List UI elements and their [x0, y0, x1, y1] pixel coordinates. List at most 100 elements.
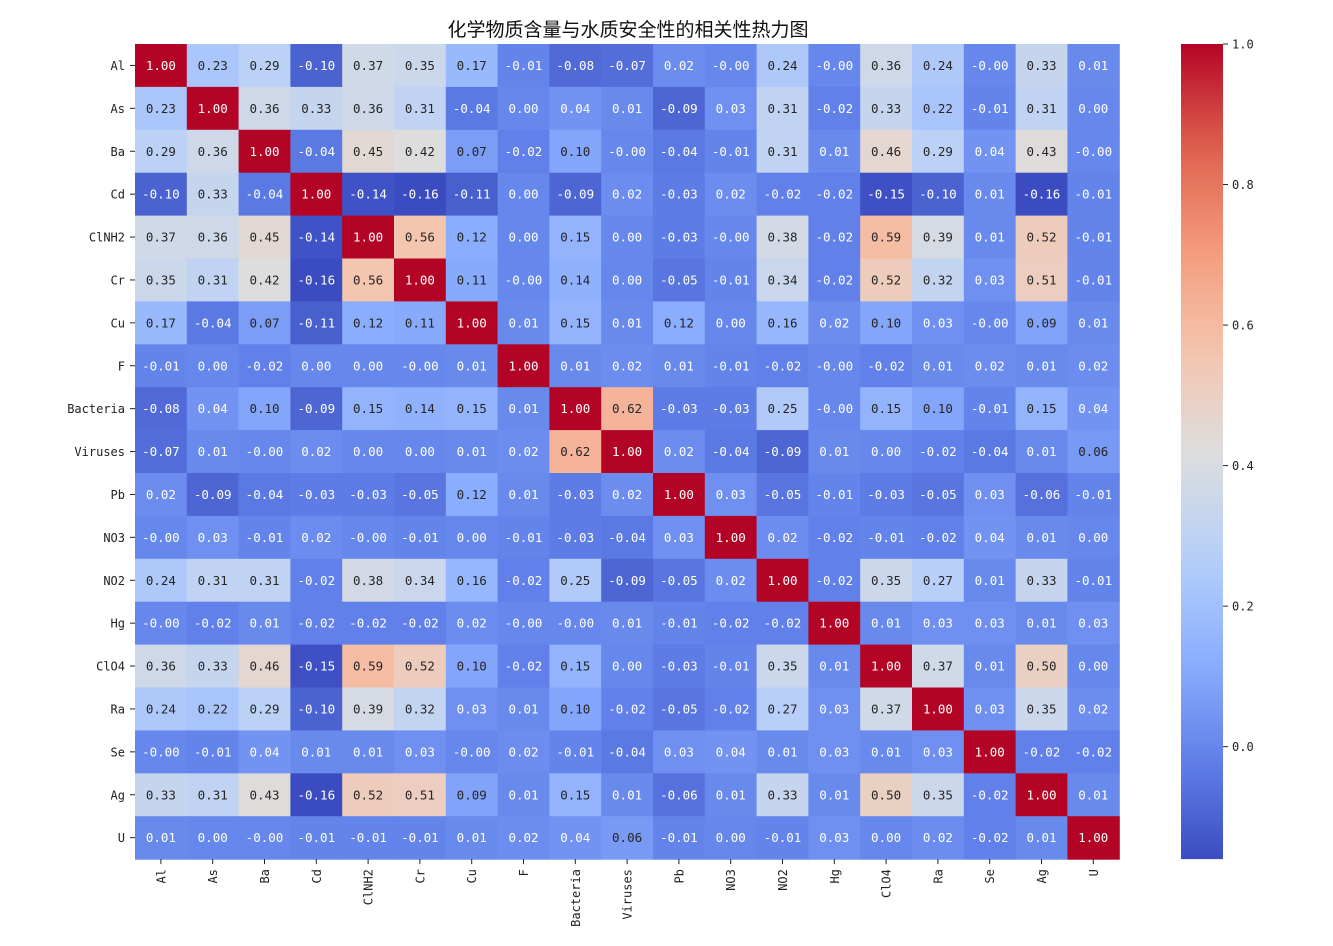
heatmap-cell-value: 0.02	[716, 187, 746, 202]
heatmap-cell-value: 0.34	[767, 272, 797, 287]
heatmap-cell	[394, 44, 447, 88]
heatmap-cell	[549, 773, 602, 817]
heatmap-cell	[860, 816, 913, 860]
heatmap-cell	[808, 601, 861, 646]
heatmap-cell	[963, 601, 1017, 646]
heatmap-cell-value: -0.10	[297, 58, 335, 73]
heatmap-cell-value: 0.17	[457, 58, 487, 73]
heatmap-cell-value: 0.01	[975, 573, 1005, 588]
heatmap-cell-value: 0.15	[560, 315, 590, 330]
heatmap-cell	[808, 258, 861, 302]
heatmap-cell	[756, 558, 809, 603]
heatmap-cell-value: -0.05	[660, 272, 698, 287]
heatmap-cell-value: -0.01	[1074, 487, 1112, 502]
heatmap-cell	[704, 301, 758, 345]
heatmap-cell-value: 0.02	[508, 830, 538, 845]
heatmap-cell-value: 0.01	[1078, 787, 1108, 802]
heatmap-cell-value: 0.01	[508, 487, 538, 502]
heatmap-cell	[549, 644, 602, 689]
heatmap-cell-value: -0.02	[1074, 744, 1112, 759]
heatmap-cell	[135, 644, 188, 689]
heatmap-cell	[860, 44, 913, 88]
heatmap-cell	[238, 473, 291, 517]
heatmap-cell	[186, 258, 240, 302]
heatmap-cell	[653, 129, 706, 174]
heatmap-cell-value: -0.01	[194, 744, 232, 759]
heatmap-cell-value: 0.01	[301, 744, 331, 759]
heatmap-cell-value: -0.00	[453, 744, 491, 759]
x-tick-label-u: U	[1087, 869, 1101, 876]
heatmap-cell	[342, 687, 395, 731]
heatmap-cell	[756, 644, 809, 689]
heatmap-cell-value: -0.16	[297, 272, 335, 287]
heatmap-cell-value: 0.00	[1078, 659, 1108, 674]
heatmap-cell-value: 0.25	[560, 573, 590, 588]
heatmap-cell	[808, 515, 861, 560]
heatmap-cell-value: 0.00	[1078, 530, 1108, 545]
heatmap-cell-value: 0.03	[716, 101, 746, 116]
heatmap-cell	[445, 344, 499, 388]
heatmap-cell-value: 0.15	[871, 401, 901, 416]
heatmap-cell	[808, 129, 861, 174]
heatmap-cell	[912, 387, 965, 431]
heatmap-cell-value: 0.42	[249, 272, 279, 287]
heatmap-cell	[394, 601, 447, 646]
heatmap-cell-value: 0.00	[405, 444, 435, 459]
heatmap-cell-value: -0.07	[142, 444, 180, 459]
heatmap-cell	[808, 344, 861, 388]
heatmap-cell-value: 0.43	[249, 787, 279, 802]
heatmap-cell-value: -0.01	[712, 659, 750, 674]
heatmap-cell	[186, 773, 240, 817]
heatmap-cell	[601, 473, 654, 517]
heatmap-cell-value: -0.15	[297, 659, 335, 674]
heatmap-cell	[497, 473, 550, 517]
heatmap-cell-value: 0.33	[871, 101, 901, 116]
heatmap-cell-value: -0.02	[764, 616, 802, 631]
heatmap-cell	[549, 172, 602, 217]
heatmap-cell	[549, 430, 602, 474]
heatmap-cell	[186, 430, 240, 474]
heatmap-cell-value: 0.01	[612, 616, 642, 631]
heatmap-cell	[756, 601, 809, 646]
x-tick-label-hg: Hg	[828, 869, 842, 883]
heatmap-cell	[912, 258, 965, 302]
heatmap-cell	[135, 215, 188, 260]
heatmap-cell	[342, 473, 395, 517]
heatmap-cell-value: -0.01	[971, 101, 1009, 116]
heatmap-cell-value: 0.01	[457, 358, 487, 373]
heatmap-cell	[445, 473, 499, 517]
heatmap-cell	[963, 644, 1017, 689]
heatmap-cell	[549, 473, 602, 517]
heatmap-cell-value: 0.01	[871, 616, 901, 631]
heatmap-cell	[1067, 601, 1120, 646]
heatmap-cell-value: -0.01	[1074, 187, 1112, 202]
heatmap-cell-value: 0.29	[249, 58, 279, 73]
heatmap-cell-value: -0.16	[401, 187, 439, 202]
x-tick-label-as: As	[206, 869, 220, 883]
heatmap-cell	[653, 344, 706, 388]
heatmap-cell	[497, 730, 550, 774]
heatmap-cell-value: -0.03	[349, 487, 387, 502]
heatmap-cell	[445, 44, 499, 88]
x-tick-label-cu: Cu	[465, 869, 479, 883]
heatmap-cell	[808, 215, 861, 260]
heatmap-cell-value: -0.01	[867, 530, 905, 545]
heatmap-cell	[912, 44, 965, 88]
heatmap-cell	[290, 473, 343, 517]
heatmap-cell	[1067, 172, 1120, 217]
heatmap-cell	[445, 172, 499, 217]
heatmap-cell-value: -0.03	[556, 530, 594, 545]
heatmap-cell	[290, 301, 343, 345]
heatmap-cell-value: 0.36	[198, 230, 228, 245]
heatmap-cell	[497, 172, 550, 217]
heatmap-cell-value: 0.37	[353, 58, 383, 73]
heatmap-cell-value: -0.08	[142, 401, 180, 416]
heatmap-cell-value: 0.32	[405, 701, 435, 716]
heatmap-cell	[912, 473, 965, 517]
heatmap-cell	[963, 687, 1017, 731]
x-tick-label-f: F	[517, 869, 531, 876]
heatmap-cell-value: -0.02	[401, 616, 439, 631]
heatmap-cell-value: -0.09	[297, 401, 335, 416]
heatmap-cell-value: -0.02	[1023, 744, 1061, 759]
heatmap-cell-value: -0.05	[401, 487, 439, 502]
